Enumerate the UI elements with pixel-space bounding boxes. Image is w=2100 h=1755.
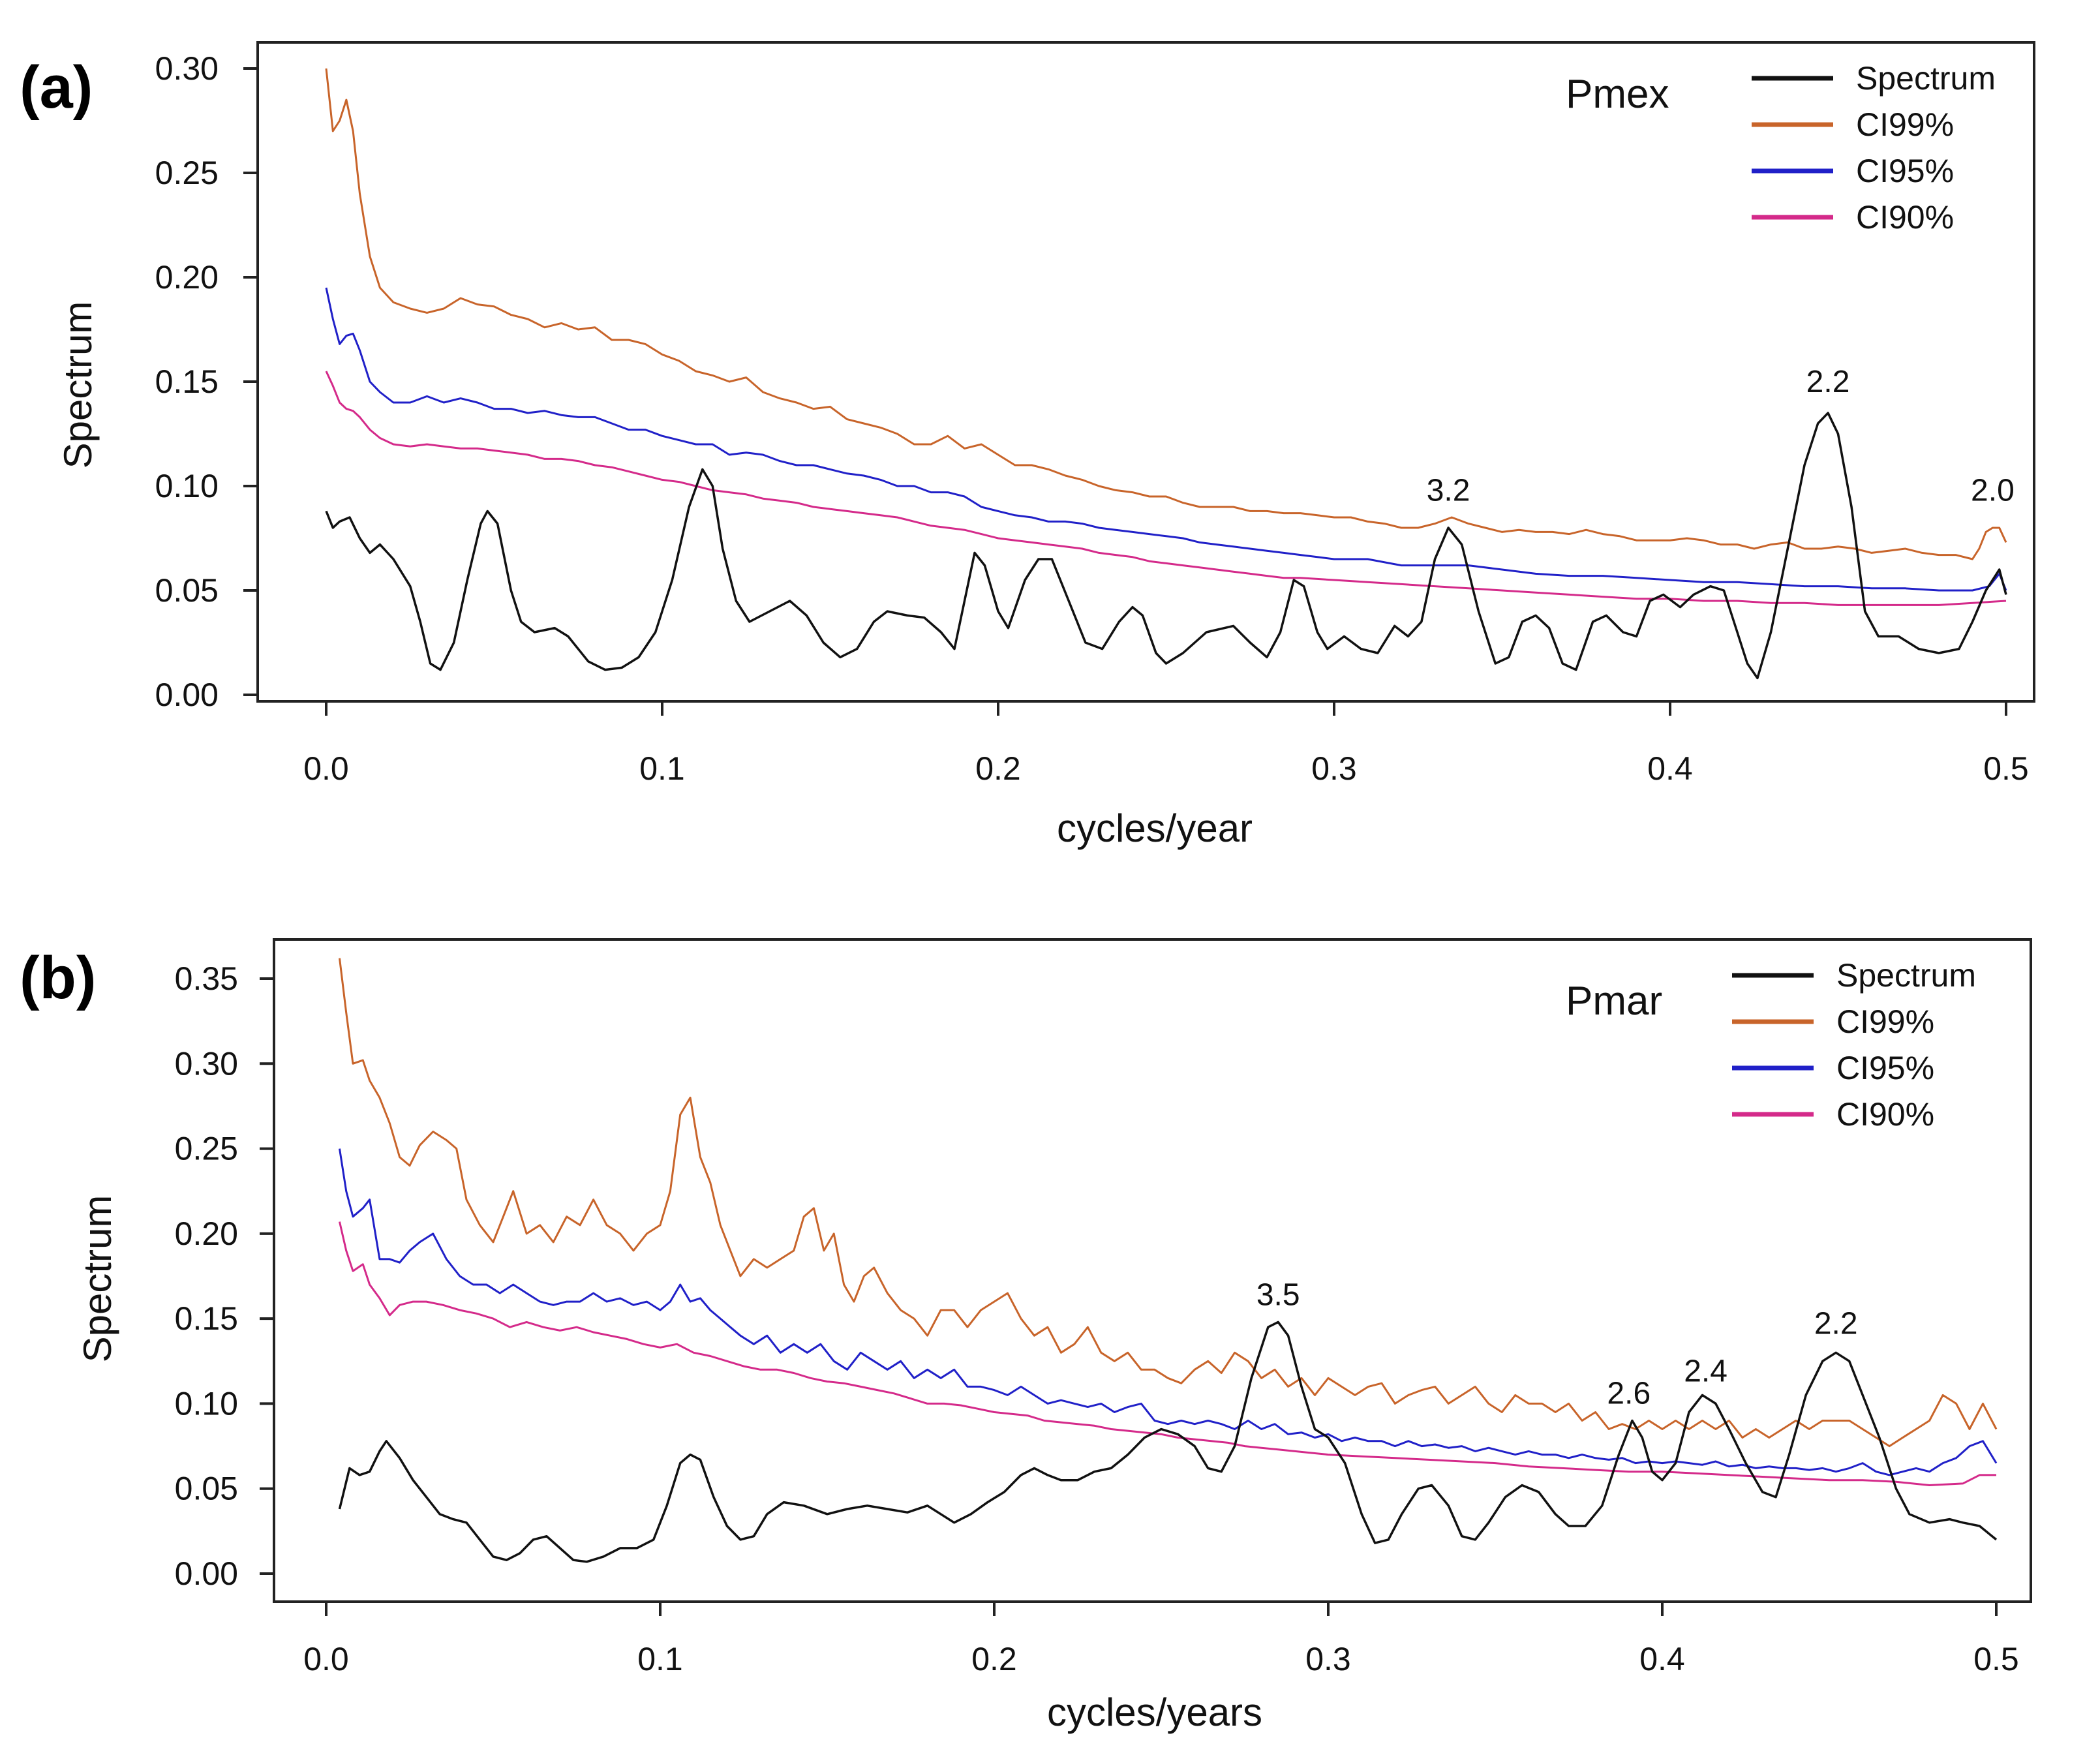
panel-b-legend-label-ci90: CI90% <box>1836 1096 1934 1133</box>
panel-b-y-tick-label: 0.15 <box>175 1300 238 1337</box>
panel-a-x-axis-title: cycles/year <box>1057 806 1253 850</box>
panel-b-y-tick-label: 0.30 <box>175 1045 238 1082</box>
panel-a-x-tick-label: 0.1 <box>639 750 685 787</box>
panel-a-tag: Pmex <box>1566 72 1669 117</box>
panel-b: (b) 0.0 0.1 0.2 0.3 0.4 0.50.000.050.100.150.… <box>20 938 2032 1734</box>
panel-a-y-tick-label: 0.20 <box>155 259 219 296</box>
panel-a-series-ci90 <box>325 371 2007 606</box>
panel-a-y-tick-label: 0.15 <box>155 363 219 400</box>
panel-b-y-axis-title: Spectrum <box>76 1195 119 1363</box>
panel-b-legend-label-ci99: CI99% <box>1836 1003 1934 1040</box>
panel-a-axes: 0.0 0.1 0.2 0.3 0.4 0.5 0.00 0.05 0.10 0.15 0.20 0.… <box>155 50 2029 787</box>
panel-b-legend-label-ci95: CI95% <box>1836 1050 1934 1086</box>
panel-a-series <box>325 68 2007 680</box>
panel-b-x-tick-label: 0.2 <box>971 1641 1017 1677</box>
panel-b-legend-label-spectrum: Spectrum <box>1836 957 1976 994</box>
panel-b-series-spectrum <box>338 1320 1998 1563</box>
panel-a-y-tick-label: 0.05 <box>155 572 219 609</box>
panel-b-peak-annotation: 2.6 <box>1607 1376 1651 1411</box>
panel-a-legend-label-spectrum: Spectrum <box>1856 60 1996 97</box>
panel-a-x-tick-label: 0.5 <box>1983 750 2029 787</box>
panel-a-peak-annotation: 3.2 <box>1427 473 1470 508</box>
panel-a-legend-label-ci90: CI90% <box>1856 199 1954 236</box>
panel-b-y-tick-label: 0.00 <box>175 1555 238 1592</box>
panel-b-axes: 0.0 0.1 0.2 0.3 0.4 0.5 0.00 0.05 0.10 0.15 0.20 0.… <box>175 960 2019 1677</box>
panel-b-label: (b) <box>20 945 96 1011</box>
panel-a-x-tick-label: 0.4 <box>1647 750 1693 787</box>
panel-b-y-tick-label: 0.10 <box>175 1385 238 1422</box>
panel-a-legend-label-ci99: CI99% <box>1856 106 1954 143</box>
panel-a-y-tick-label: 0.10 <box>155 468 219 504</box>
panel-b-y-tick-label: 0.25 <box>175 1131 238 1167</box>
panel-b-x-tick-label: 0.5 <box>1973 1641 2019 1677</box>
panel-b-x-axis-title: cycles/years <box>1047 1690 1262 1734</box>
panel-a-legend: Spectrum CI99% CI95% CI90% <box>1752 60 1996 236</box>
panel-b-y-tick-label: 0.35 <box>175 960 238 997</box>
panel-a-peak-annotation: 2.2 <box>1806 365 1850 399</box>
panel-b-x-tick-label: 0.3 <box>1305 1641 1351 1677</box>
panel-b-annotations: 3.5 2.6 2.4 2.2 <box>1256 1277 1858 1411</box>
panel-b-series-ci95 <box>339 1148 1998 1476</box>
panel-a-y-tick-label: 0.25 <box>155 155 219 191</box>
panel-a-y-tick-label: 0.30 <box>155 50 219 87</box>
panel-b-x-tick-label: 0.1 <box>637 1641 683 1677</box>
panel-b-peak-annotation: 2.4 <box>1684 1354 1727 1389</box>
panel-a-y-axis-title: Spectrum <box>56 301 100 469</box>
panel-b-series-ci99 <box>339 958 1998 1448</box>
panel-a: (a) 0.0 0.1 0.2 0.3 0.4 0.50.000.050.100.150.… <box>20 41 2035 850</box>
panel-b-plot-frame <box>273 938 2032 1603</box>
panel-b-peak-annotation: 2.2 <box>1814 1307 1858 1341</box>
panel-b-y-tick-label: 0.20 <box>175 1215 238 1252</box>
panel-a-series-ci95 <box>325 287 2007 592</box>
panel-a-x-tick-label: 0.2 <box>975 750 1021 787</box>
panel-b-y-tick-label: 0.05 <box>175 1471 238 1507</box>
panel-a-x-tick-label: 0.0 <box>303 750 349 787</box>
panel-a-annotations: 3.2 2.2 2.0 <box>1427 365 2015 508</box>
panel-b-series-ci90 <box>339 1221 1996 1486</box>
panel-b-series <box>338 958 1998 1563</box>
panel-a-plot-frame <box>256 41 2035 703</box>
panel-a-legend-label-ci95: CI95% <box>1856 153 1954 189</box>
panel-a-x-tick-label: 0.3 <box>1311 750 1357 787</box>
panel-a-peak-annotation: 2.0 <box>1971 473 2015 508</box>
panel-a-y-tick-label: 0.00 <box>155 677 219 713</box>
panel-a-series-spectrum <box>325 412 2007 680</box>
panel-b-x-tick-label: 0.0 <box>303 1641 349 1677</box>
panel-b-tag: Pmar <box>1566 979 1662 1024</box>
panel-b-legend: Spectrum CI99% CI95% CI90% <box>1732 957 1976 1133</box>
panel-b-x-tick-label: 0.4 <box>1639 1641 1685 1677</box>
panel-a-series-ci99 <box>325 68 2007 560</box>
panel-a-label: (a) <box>20 54 93 121</box>
panel-b-peak-annotation: 3.5 <box>1256 1277 1300 1312</box>
